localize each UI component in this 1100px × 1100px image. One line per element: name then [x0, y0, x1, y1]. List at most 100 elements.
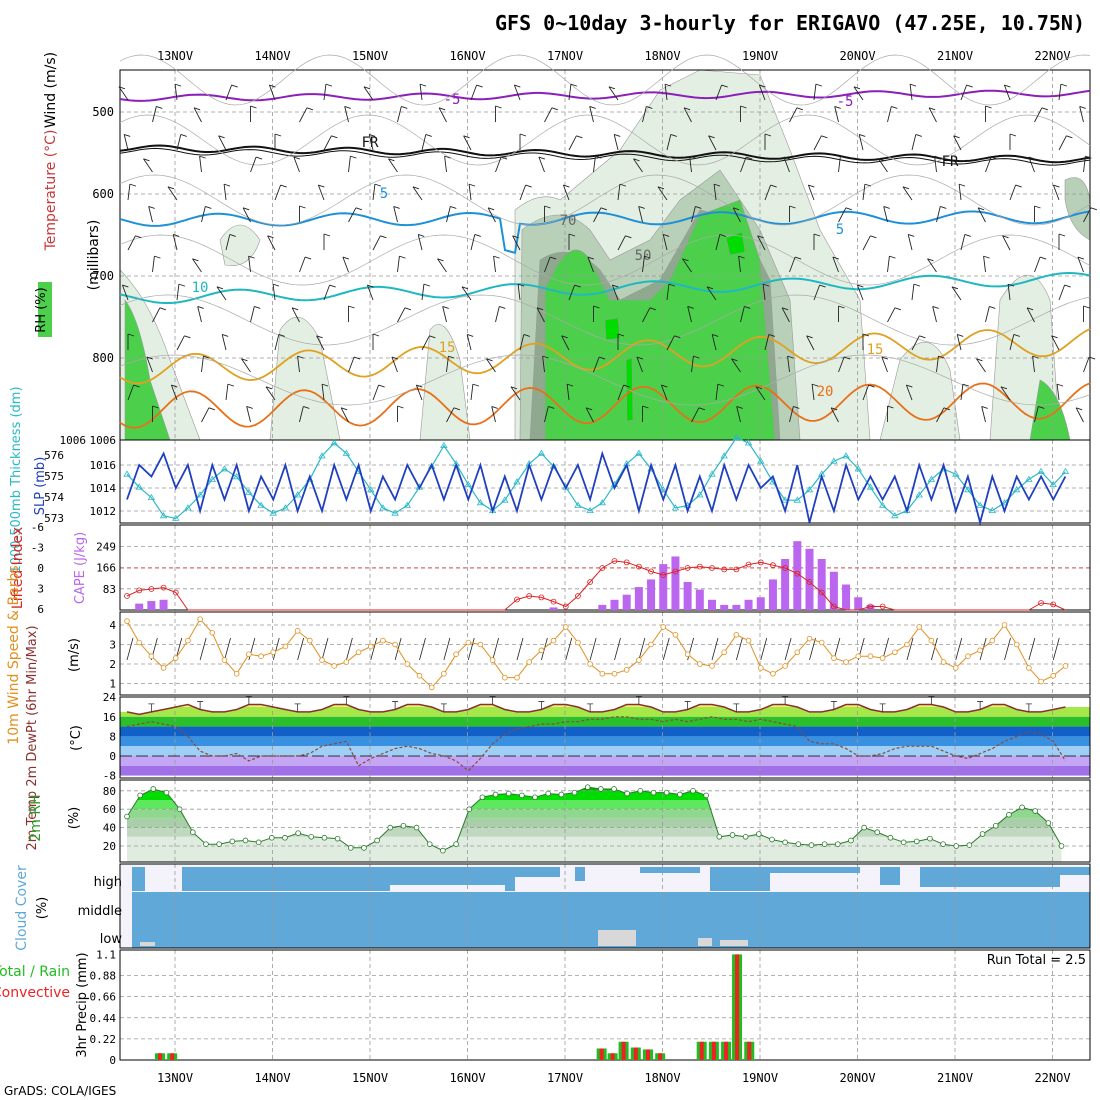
wind10-barb — [735, 637, 743, 661]
wind-barb-flag — [241, 358, 248, 362]
wind10-point — [355, 649, 362, 656]
bottom-date-19NOV: 19NOV — [742, 1071, 778, 1085]
bottom-date-15NOV: 15NOV — [352, 1071, 388, 1085]
wind-barb — [461, 286, 472, 301]
cape-bar — [817, 559, 826, 610]
wind10-point — [599, 670, 606, 677]
wind-barb-flag — [388, 158, 395, 162]
thickness-ylabel: 1000-500mb Thickness (dm) — [9, 386, 24, 573]
contour-label-9: 20 — [817, 384, 834, 400]
thickness-point — [781, 496, 789, 503]
wind-barb-flag — [764, 133, 772, 137]
wind-barb-flag — [595, 155, 602, 159]
wind10-point — [172, 655, 179, 661]
rh2m-point — [953, 843, 960, 849]
wind-barb — [713, 184, 717, 201]
wind-barb — [636, 356, 643, 373]
wind-barb — [813, 284, 821, 301]
wind-barb — [666, 134, 672, 151]
wind-barb-flag — [218, 135, 225, 139]
wind-barb-flag — [1077, 256, 1085, 260]
wind-barb-flag — [514, 84, 521, 88]
wind-barb-flag — [821, 135, 828, 139]
wind-barb-flag — [966, 84, 973, 88]
wind10-point — [477, 641, 484, 648]
wind-barb — [936, 407, 945, 423]
wind10-point — [745, 637, 752, 644]
contour-label-3: FR — [942, 154, 959, 170]
wind-barb-flag — [297, 355, 304, 359]
wind-barb — [587, 256, 594, 273]
wind-barb — [593, 156, 596, 173]
wind10-barb — [1004, 637, 1011, 661]
wind-barb-flag — [1085, 155, 1092, 159]
wind-barb-flag — [781, 307, 789, 311]
wind-barb-flag — [617, 333, 625, 337]
rh2m-point — [321, 834, 328, 841]
rh-contour-3 — [119, 234, 1091, 286]
rh-band — [127, 790, 1062, 800]
contour-label-4: 5 — [380, 186, 388, 202]
wind10-barb — [711, 637, 719, 661]
temp-tick-0: 0 — [109, 750, 116, 763]
wind-barb — [197, 306, 202, 323]
lifted-index-point — [526, 593, 533, 599]
wind-barb-flag — [442, 306, 449, 309]
temp-band — [120, 736, 1090, 747]
wind10-point — [246, 651, 252, 658]
rh2m-point — [979, 831, 986, 837]
upper-ylabel-millibars: (millibars) — [86, 220, 102, 291]
bottom-date-21NOV: 21NOV — [937, 1071, 973, 1085]
precip-ylabel-convective: Convective — [0, 985, 70, 1001]
temp-minmax-marker — [392, 701, 399, 710]
wind-barb-flag — [393, 206, 400, 209]
temp-tick--8: -8 — [103, 770, 116, 783]
wind-barb-flag — [759, 84, 766, 88]
wind-barb — [316, 335, 325, 351]
wind-barb — [787, 356, 790, 373]
wind-barb-flag — [633, 158, 640, 162]
temp-band — [120, 716, 1090, 727]
wind-barb — [174, 84, 178, 101]
wind10-point — [587, 661, 593, 667]
temp-tick-16: 16 — [103, 711, 116, 724]
temp-minmax-marker — [440, 703, 447, 712]
thickness-point — [878, 501, 887, 508]
wind-barb-flag — [329, 284, 336, 288]
rh2m-point — [598, 786, 604, 792]
rh-shade-area-11 — [1029, 379, 1071, 441]
top-date-20NOV: 20NOV — [839, 49, 875, 63]
upper-ylabel-rh: RH (%) — [34, 287, 49, 332]
wind10-tick-3: 3 — [109, 639, 116, 652]
wind-barb — [907, 234, 913, 251]
thickness-point — [476, 499, 485, 506]
top-date-13NOV: 13NOV — [157, 49, 193, 63]
wind-barb — [664, 84, 668, 101]
wind-barb — [715, 84, 723, 101]
wind10-point — [892, 649, 898, 656]
lifted-index-point — [660, 572, 667, 578]
wind-barb — [740, 306, 745, 323]
precip-convective-bar — [621, 1041, 626, 1060]
wind-barb — [883, 206, 888, 223]
thickness-point — [757, 457, 765, 464]
cloud-high-segment — [880, 867, 900, 885]
thickness-point — [184, 504, 192, 511]
wind-barb — [218, 135, 227, 151]
precip-convective-bar — [724, 1041, 729, 1060]
wind-barb-flag — [908, 234, 915, 237]
cloud-level-high: high — [94, 875, 122, 890]
wind-barb-flag — [625, 235, 632, 239]
wind-barb — [442, 306, 447, 323]
wind10-barb — [272, 637, 280, 661]
wind-barb-flag — [891, 106, 898, 109]
precip-convective-bar — [610, 1053, 615, 1060]
dewpt2m-line — [126, 716, 1066, 772]
wind-barb-flag — [499, 306, 506, 309]
wind-barb-flag — [304, 256, 312, 260]
cloud-cover-panel: high middle low Cloud Cover (%) — [14, 863, 1091, 951]
bottom-date-13NOV: 13NOV — [157, 1071, 193, 1085]
wind-barb-flag — [1066, 135, 1073, 139]
wind-barb-flag — [467, 334, 474, 337]
wind-barb-flag — [269, 84, 276, 88]
